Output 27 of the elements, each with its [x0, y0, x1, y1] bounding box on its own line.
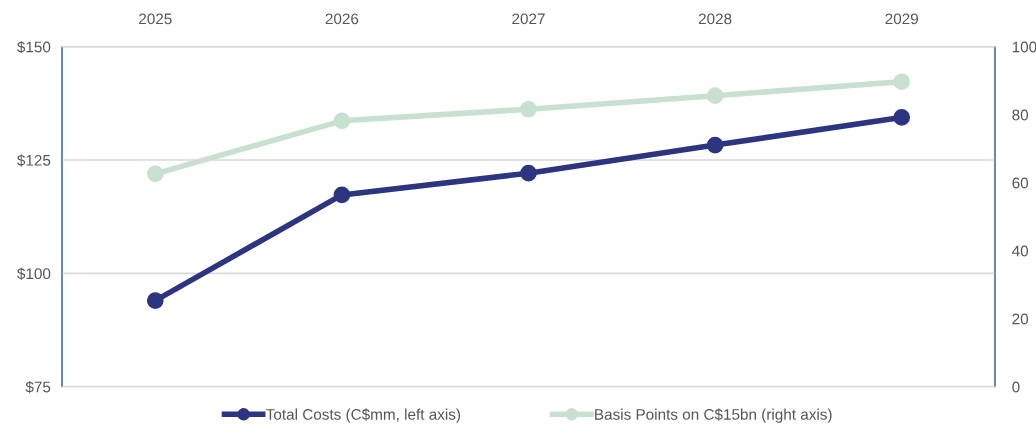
y-tick-label: $100: [17, 267, 51, 280]
y2-tick-label: 100: [1012, 41, 1036, 53]
y2-tick-label: 60: [1012, 177, 1029, 189]
point: [893, 109, 911, 126]
point: [520, 100, 537, 118]
legend-label: Basis Points on C$15bn (right axis): [595, 408, 832, 423]
x-tick-label: 2026: [325, 13, 359, 25]
y2-tick-label: 20: [1012, 313, 1029, 325]
legend-label: Total Costs (C$mm, left axis): [266, 408, 461, 423]
y2-tick-label: 80: [1012, 109, 1029, 121]
point: [333, 112, 351, 130]
point: [146, 165, 164, 183]
x-tick-label: 2028: [698, 13, 732, 25]
point: [706, 87, 724, 104]
y2-tick-label: 0: [1012, 381, 1020, 393]
x-tick-label: 2029: [885, 13, 918, 25]
point: [893, 73, 911, 91]
point: [520, 164, 537, 182]
x-tick-label: 2027: [512, 13, 545, 25]
y2-tick-label: 40: [1012, 245, 1029, 257]
x-tick-label: 2025: [139, 13, 172, 25]
y-tick-label: $75: [25, 380, 51, 394]
y-tick-label: $125: [17, 154, 51, 167]
y-tick-label: $150: [17, 40, 51, 54]
point: [706, 136, 724, 154]
point: [333, 186, 351, 204]
point: [146, 292, 164, 309]
